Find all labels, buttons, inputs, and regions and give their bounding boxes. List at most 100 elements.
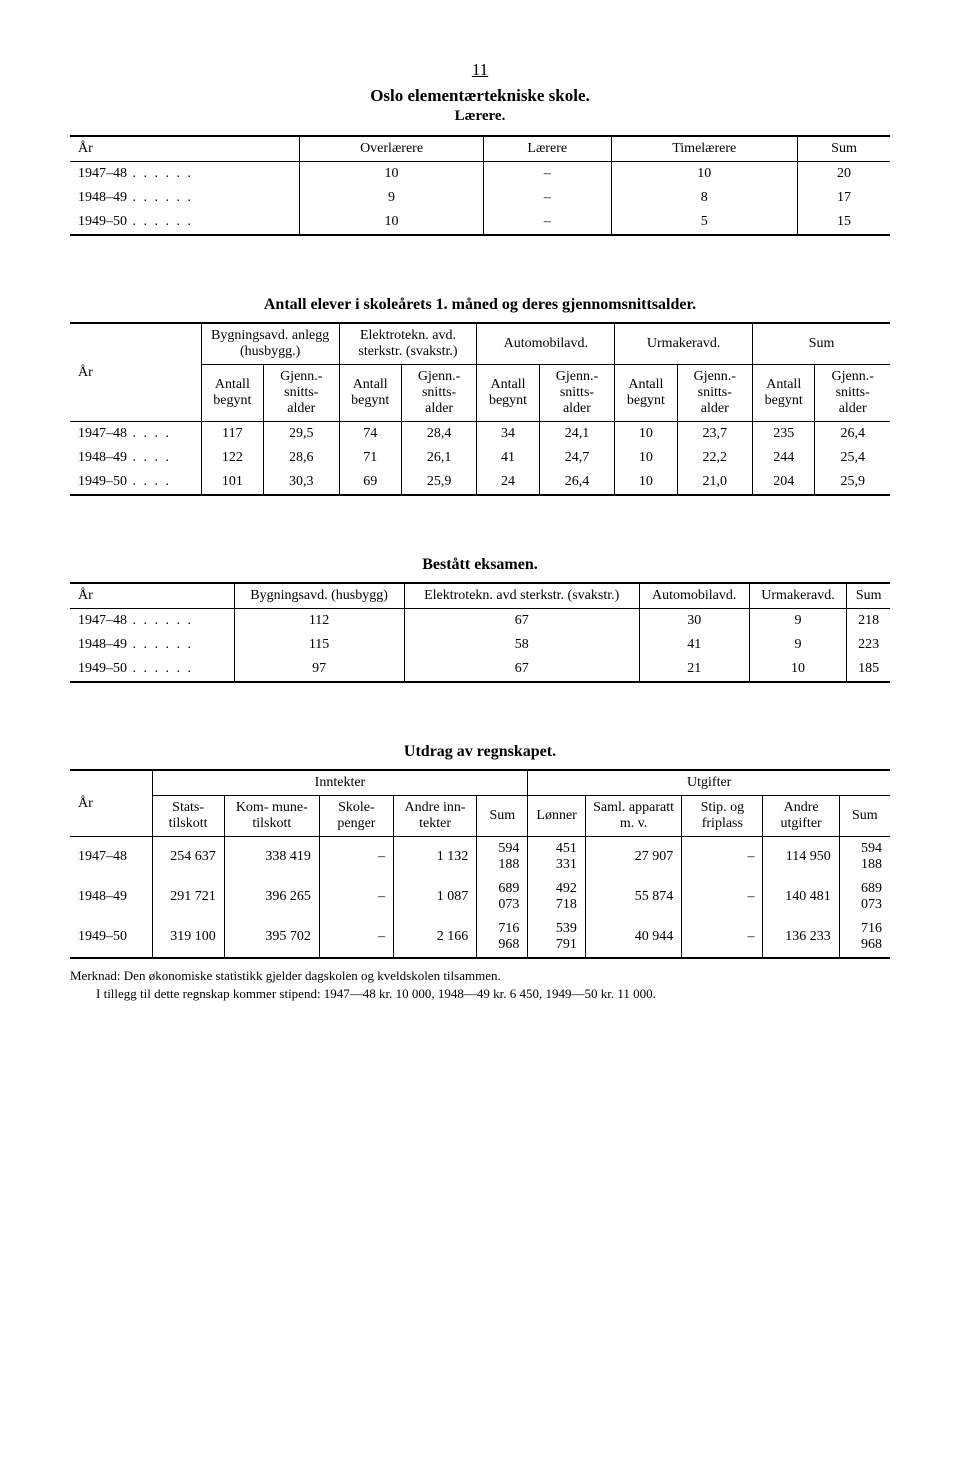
cell: 319 100 <box>152 917 224 958</box>
cell: 21 <box>639 657 749 682</box>
col-header: Automobilavd. <box>639 583 749 609</box>
footnote: Merknad: Den økonomiske statistikk gjeld… <box>70 967 890 1002</box>
table-row: 1947–48 112 67 30 9 218 <box>70 609 890 634</box>
sub-header: Gjenn.- snitts- alder <box>815 365 890 422</box>
table-row: 1947–48 117 29,5 74 28,4 34 24,1 10 23,7… <box>70 422 890 447</box>
cell-year: 1949–50 <box>70 917 152 958</box>
col-header: Andre utgifter <box>763 796 839 837</box>
sub-header: Antall begynt <box>339 365 401 422</box>
col-header: Elektrotekn. avd sterkstr. (svakstr.) <box>404 583 639 609</box>
cell-year: 1947–48 <box>70 422 201 447</box>
cell: 594 188 <box>839 837 890 878</box>
sub-header: Gjenn.- snitts- alder <box>677 365 753 422</box>
cell: 67 <box>404 657 639 682</box>
table-row: 1947–48 10 – 10 20 <box>70 162 890 187</box>
cell: 115 <box>234 633 404 657</box>
cell: 112 <box>234 609 404 634</box>
cell: 25,9 <box>815 470 890 495</box>
cell: 23,7 <box>677 422 753 447</box>
cell: – <box>319 877 393 917</box>
cell: 30 <box>639 609 749 634</box>
table-row: 1949–50 97 67 21 10 185 <box>70 657 890 682</box>
cell: 594 188 <box>477 837 528 878</box>
col-laer: Lærere <box>484 136 611 162</box>
sub-header: Gjenn.- snitts- alder <box>539 365 615 422</box>
cell: 55 874 <box>585 877 681 917</box>
cell: 29,5 <box>264 422 340 447</box>
sub-header: Antall begynt <box>201 365 263 422</box>
col-header: Saml. apparatt m. v. <box>585 796 681 837</box>
cell-year: 1948–49 <box>70 633 234 657</box>
table-row: 1949–50 319 100 395 702 – 2 166 716 968 … <box>70 917 890 958</box>
col-header: Sum <box>477 796 528 837</box>
cell: 40 944 <box>585 917 681 958</box>
group-header-expense: Utgifter <box>528 770 890 796</box>
cell-year: 1949–50 <box>70 210 300 235</box>
cell: – <box>484 162 611 187</box>
cell: 28,4 <box>401 422 477 447</box>
students-table: År Bygningsavd. anlegg (husbygg.) Elektr… <box>70 322 890 496</box>
exam-title: Bestått eksamen. <box>70 556 890 574</box>
cell: 10 <box>300 162 484 187</box>
group-header: Elektrotekn. avd. sterkstr. (svakstr.) <box>339 323 477 365</box>
page-subtitle: Lærere. <box>70 108 890 125</box>
cell: 185 <box>847 657 890 682</box>
cell: 122 <box>201 446 263 470</box>
cell: 30,3 <box>264 470 340 495</box>
cell: 689 073 <box>839 877 890 917</box>
cell: 28,6 <box>264 446 340 470</box>
cell: 71 <box>339 446 401 470</box>
cell: – <box>682 917 763 958</box>
cell: 25,4 <box>815 446 890 470</box>
cell-year: 1948–49 <box>70 877 152 917</box>
cell: 716 968 <box>477 917 528 958</box>
group-header: Urmakeravd. <box>615 323 753 365</box>
sub-header: Gjenn.- snitts- alder <box>264 365 340 422</box>
group-header: Bygningsavd. anlegg (husbygg.) <box>201 323 339 365</box>
page-title: Oslo elementærtekniske skole. <box>70 86 890 106</box>
cell: 10 <box>615 422 677 447</box>
cell: 689 073 <box>477 877 528 917</box>
cell: 223 <box>847 633 890 657</box>
cell: 235 <box>753 422 815 447</box>
cell: 10 <box>611 162 798 187</box>
cell: 716 968 <box>839 917 890 958</box>
col-header: Skole- penger <box>319 796 393 837</box>
col-header: Andre inn- tekter <box>393 796 476 837</box>
cell-year: 1949–50 <box>70 657 234 682</box>
cell: 74 <box>339 422 401 447</box>
table-row: 1948–49 291 721 396 265 – 1 087 689 073 … <box>70 877 890 917</box>
cell: 5 <box>611 210 798 235</box>
cell: – <box>682 837 763 878</box>
sub-header: Antall begynt <box>477 365 539 422</box>
cell: 27 907 <box>585 837 681 878</box>
cell: 451 331 <box>528 837 585 878</box>
sub-header: Gjenn.- snitts- alder <box>401 365 477 422</box>
cell-year: 1949–50 <box>70 470 201 495</box>
col-header: Lønner <box>528 796 585 837</box>
cell: 101 <box>201 470 263 495</box>
cell: 24 <box>477 470 539 495</box>
students-title: Antall elever i skoleårets 1. måned og d… <box>70 296 890 314</box>
cell-year: 1947–48 <box>70 162 300 187</box>
col-year: År <box>70 583 234 609</box>
cell: – <box>484 186 611 210</box>
cell: 41 <box>477 446 539 470</box>
col-year: År <box>70 323 201 422</box>
cell: 69 <box>339 470 401 495</box>
cell: 539 791 <box>528 917 585 958</box>
cell: 25,9 <box>401 470 477 495</box>
table-row: 1948–49 115 58 41 9 223 <box>70 633 890 657</box>
cell: 396 265 <box>224 877 319 917</box>
cell: 58 <box>404 633 639 657</box>
accounts-table: År Inntekter Utgifter Stats- tilskott Ko… <box>70 769 890 959</box>
cell: – <box>484 210 611 235</box>
cell: 24,7 <box>539 446 615 470</box>
cell-year: 1947–48 <box>70 609 234 634</box>
cell: 2 166 <box>393 917 476 958</box>
col-sum: Sum <box>798 136 890 162</box>
col-header: Sum <box>847 583 890 609</box>
table-row: 1948–49 122 28,6 71 26,1 41 24,7 10 22,2… <box>70 446 890 470</box>
group-header-income: Inntekter <box>152 770 528 796</box>
cell-year: 1948–49 <box>70 186 300 210</box>
